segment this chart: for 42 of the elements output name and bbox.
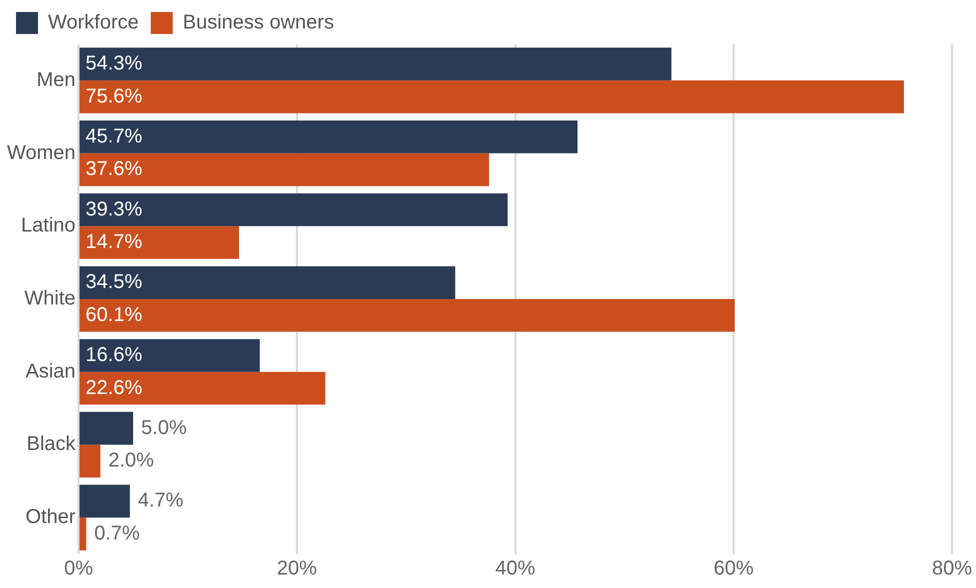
data-label: 45.7% <box>86 125 142 148</box>
y-tick-label: Latino <box>21 214 76 237</box>
x-tick-label: 0% <box>64 558 94 580</box>
x-tick-label: 40% <box>495 558 536 580</box>
bar <box>80 153 490 186</box>
data-label: 5.0% <box>141 416 187 439</box>
x-tick-label: 60% <box>714 558 754 580</box>
data-label: 4.7% <box>138 490 184 512</box>
bar <box>80 80 904 114</box>
data-label: 16.6% <box>86 344 142 366</box>
bar <box>80 412 134 445</box>
bar <box>80 266 456 299</box>
x-tick-label: 20% <box>276 558 318 580</box>
data-label: 37.6% <box>86 158 142 180</box>
y-tick-label: Women <box>7 142 76 164</box>
data-label: 14.7% <box>86 231 142 254</box>
legend-label: Workforce <box>48 12 139 34</box>
data-label: 60.1% <box>86 304 142 326</box>
bar <box>80 518 86 550</box>
data-label: 2.0% <box>108 450 154 472</box>
bar <box>80 226 240 259</box>
data-label: 22.6% <box>86 376 142 399</box>
y-tick-label: Men <box>36 68 76 91</box>
y-tick-label: Other <box>26 506 76 528</box>
x-tick-label: 80% <box>932 558 972 580</box>
legend-label: Business owners <box>182 12 334 34</box>
bar <box>80 484 130 518</box>
y-tick-label: White <box>24 288 76 310</box>
data-label: 54.3% <box>86 52 142 75</box>
y-tick-label: Asian <box>26 360 76 382</box>
bar <box>80 444 100 478</box>
data-label: 75.6% <box>86 85 142 108</box>
data-label: 34.5% <box>86 271 142 294</box>
bar <box>80 120 578 154</box>
data-label: 39.3% <box>86 198 142 220</box>
bar <box>80 48 672 80</box>
bar <box>80 193 508 226</box>
bar <box>80 372 326 405</box>
data-label: 0.7% <box>94 522 140 544</box>
bar <box>80 339 260 372</box>
bar <box>80 299 735 332</box>
y-tick-label: Black <box>26 433 77 456</box>
